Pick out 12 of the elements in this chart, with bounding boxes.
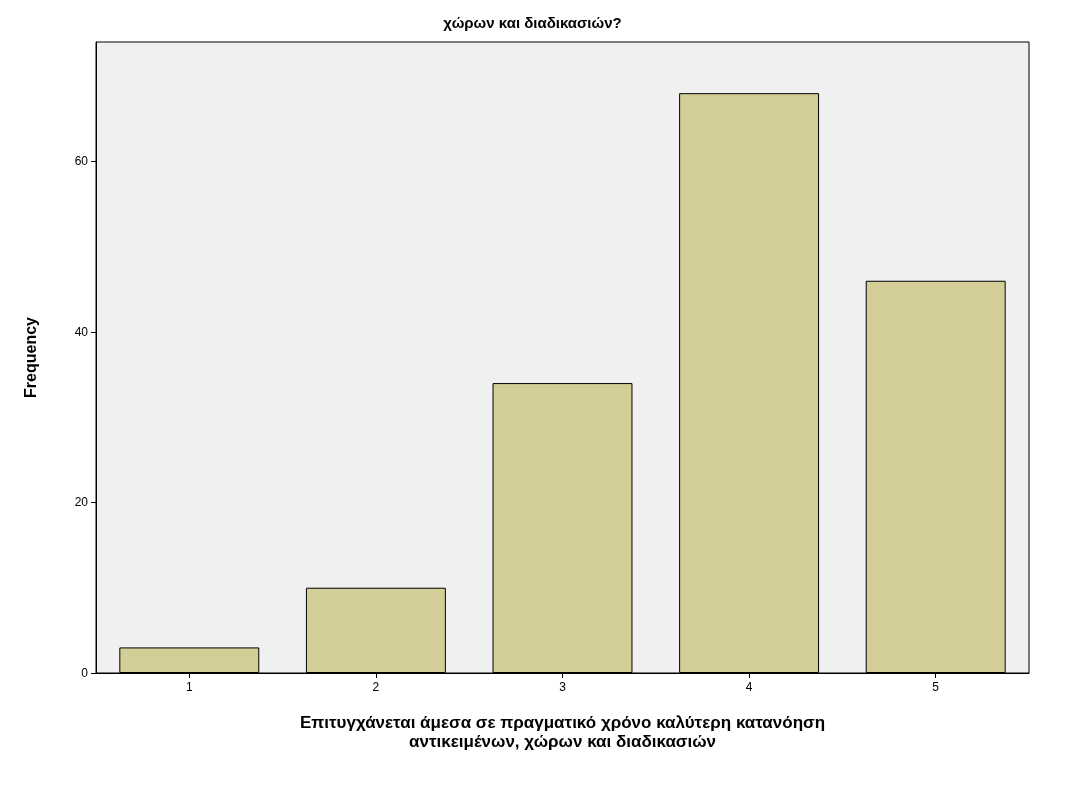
y-tick-label: 0 [81, 666, 89, 680]
y-tick-label: 60 [74, 154, 89, 169]
x-axis-title: Επιτυγχάνεται άμεσα σε πραγματικό χρόνο καλύτερη κατανόηση αντικειμένων, χώρων και διαδικασιών [299, 713, 826, 751]
x-tick-label: 2 [372, 680, 380, 694]
x-tick-label: 1 [185, 680, 193, 694]
y-axis-title: Frequency [21, 316, 39, 398]
x-tick-label: 3 [559, 680, 567, 694]
y-tick-label: 40 [74, 324, 89, 339]
chart-title: χώρων και διαδικασιών? [443, 14, 622, 31]
x-tick-label: 4 [745, 680, 753, 694]
y-tick-label: 20 [74, 495, 89, 510]
x-tick-label: 5 [932, 680, 940, 694]
